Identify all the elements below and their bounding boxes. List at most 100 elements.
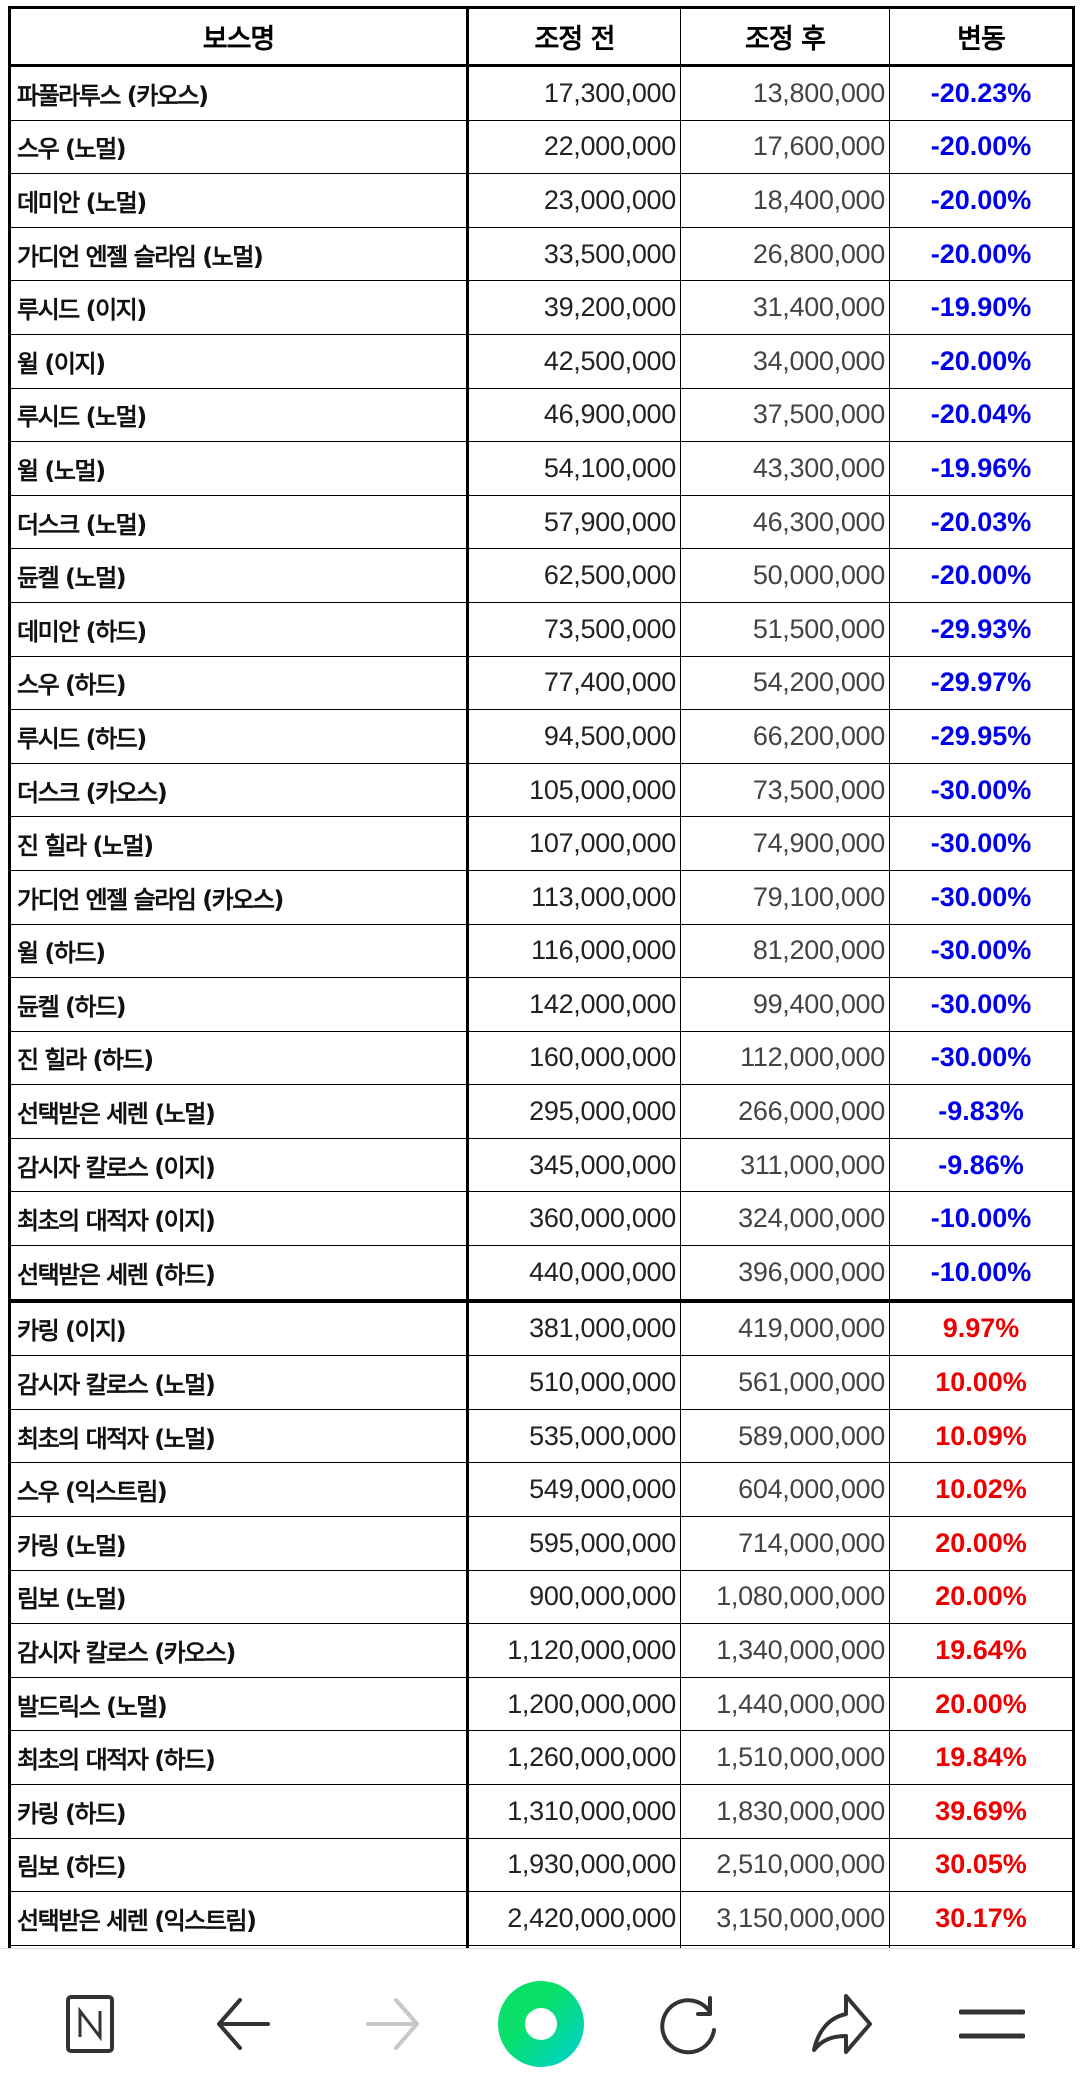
table-row: 발드릭스 (하드)2,460,000,0003,840,000,00056.10…: [8, 1944, 1075, 1948]
before-price-cell: 2,420,000,000: [467, 1891, 681, 1946]
change-percent-cell: -20.00%: [889, 226, 1075, 282]
table-row: 카링 (하드) 1,310,000,000 1,830,000,000 39.69%: [8, 1784, 1075, 1839]
boss-name-cell: 최초의 대적자 (하드): [8, 1730, 469, 1785]
before-price-cell: 54,100,000: [467, 441, 681, 496]
share-button[interactable]: [807, 1989, 877, 2059]
after-price-cell: 2,510,000,000: [680, 1837, 890, 1893]
table-row: 가디언 엔젤 슬라임 (카오스) 113,000,000 79,100,000 -30…: [8, 869, 1075, 925]
change-percent-cell: -20.00%: [889, 548, 1075, 603]
change-percent-cell: 10.02%: [889, 1462, 1075, 1518]
change-percent-cell: -20.03%: [889, 494, 1075, 550]
boss-price-table: 보스명 조정 전 조정 후 변동 파풀라투스 (카오스) 17,300,000 13…: [8, 6, 1075, 1948]
green-dot-button[interactable]: [496, 1979, 586, 2069]
boss-name-cell: 림보 (하드): [8, 1837, 469, 1893]
before-price-cell: 900,000,000: [467, 1569, 681, 1625]
after-price-cell: 561,000,000: [680, 1355, 890, 1410]
boss-name-cell: 카링 (이지): [8, 1298, 469, 1357]
before-price-cell: 1,200,000,000: [467, 1676, 681, 1732]
change-percent-cell: -19.90%: [889, 280, 1075, 335]
after-price-cell: 54,200,000: [680, 655, 890, 711]
menu-button[interactable]: [957, 1989, 1027, 2059]
share-icon: [812, 1994, 872, 2054]
change-percent-cell: 19.84%: [889, 1730, 1075, 1785]
change-percent-cell: -10.00%: [889, 1245, 1075, 1302]
after-price-cell: 43,300,000: [680, 441, 890, 496]
before-price-cell: 107,000,000: [467, 816, 681, 871]
change-percent-cell: 19.64%: [889, 1623, 1075, 1678]
change-percent-cell: -20.00%: [889, 119, 1075, 175]
change-percent-cell: -9.83%: [889, 1084, 1075, 1139]
table-row: 듄켈 (하드) 142,000,000 99,400,000 -30.00%: [8, 977, 1075, 1032]
before-price-cell: 345,000,000: [467, 1137, 681, 1193]
table-row: 진 힐라 (노멀) 107,000,000 74,900,000 -30.00%: [8, 816, 1075, 871]
boss-name-cell: 스우 (노멀): [8, 119, 469, 175]
boss-name-cell: 스우 (하드): [8, 655, 469, 711]
change-percent-cell: -10.00%: [889, 1191, 1075, 1247]
table-row: 발드릭스 (노멀) 1,200,000,000 1,440,000,000 20.00…: [8, 1676, 1075, 1732]
boss-name-cell: 가디언 엔젤 슬라임 (노멀): [8, 226, 469, 282]
before-price-cell: 360,000,000: [467, 1191, 681, 1247]
before-price-cell: 62,500,000: [467, 548, 681, 603]
before-price-cell: 105,000,000: [467, 762, 681, 818]
before-price-cell: 535,000,000: [467, 1408, 681, 1464]
boss-name-cell: 림보 (노멀): [8, 1569, 469, 1625]
naver-home-icon: [66, 1995, 114, 2053]
back-button[interactable]: [208, 1989, 278, 2059]
change-percent-cell: 20.00%: [889, 1516, 1075, 1571]
change-percent-cell: -29.97%: [889, 655, 1075, 711]
after-price-cell: 66,200,000: [680, 709, 890, 764]
reload-button[interactable]: [655, 1989, 725, 2059]
boss-name-cell: 더스크 (카오스): [8, 762, 469, 818]
table-row: 스우 (노멀) 22,000,000 17,600,000 -20.00%: [8, 119, 1075, 175]
menu-icon: [959, 2009, 1025, 2039]
table-row: 감시자 칼로스 (카오스) 1,120,000,000 1,340,000,000 1…: [8, 1623, 1075, 1678]
before-price-cell: 440,000,000: [467, 1245, 681, 1302]
after-price-cell: 50,000,000: [680, 548, 890, 603]
change-percent-cell: -30.00%: [889, 923, 1075, 979]
table-row: 파풀라투스 (카오스) 17,300,000 13,800,000 -20.23%: [8, 65, 1075, 121]
table-row: 루시드 (노멀) 46,900,000 37,500,000 -20.04%: [8, 387, 1075, 443]
table-row: 더스크 (노멀) 57,900,000 46,300,000 -20.03%: [8, 494, 1075, 550]
before-price-cell: 42,500,000: [467, 333, 681, 389]
table-row: 선택받은 세렌 (하드) 440,000,000 396,000,000 -10.00…: [8, 1245, 1075, 1302]
before-price-cell: 77,400,000: [467, 655, 681, 711]
table-row: 림보 (하드) 1,930,000,000 2,510,000,000 30.05%: [8, 1837, 1075, 1893]
after-price-cell: 3,150,000,000: [680, 1891, 890, 1946]
forward-arrow-icon: [366, 1998, 419, 2050]
boss-name-cell: 듄켈 (하드): [8, 977, 469, 1032]
table-row: 윌 (하드) 116,000,000 81,200,000 -30.00%: [8, 923, 1075, 979]
change-percent-cell: 10.09%: [889, 1408, 1075, 1464]
before-price-cell: 94,500,000: [467, 709, 681, 764]
forward-button[interactable]: [358, 1989, 428, 2059]
before-price-cell: 1,120,000,000: [467, 1623, 681, 1678]
change-percent-cell: -19.96%: [889, 441, 1075, 496]
change-percent-cell: -30.00%: [889, 816, 1075, 871]
change-percent-cell: -30.00%: [889, 869, 1075, 925]
after-price-cell: 311,000,000: [680, 1137, 890, 1193]
table-row: 최초의 대적자 (이지) 360,000,000 324,000,000 -10.00…: [8, 1191, 1075, 1247]
boss-name-cell: 윌 (이지): [8, 333, 469, 389]
header-boss-name: 보스명: [8, 6, 469, 67]
naver-home-button[interactable]: [55, 1989, 125, 2059]
table-header-row: 보스명 조정 전 조정 후 변동: [8, 6, 1075, 67]
boss-name-cell: 더스크 (노멀): [8, 494, 469, 550]
after-price-cell: 81,200,000: [680, 923, 890, 979]
before-price-cell: 1,260,000,000: [467, 1730, 681, 1785]
after-price-cell: 1,440,000,000: [680, 1676, 890, 1732]
before-price-cell: 1,930,000,000: [467, 1837, 681, 1893]
before-price-cell: 116,000,000: [467, 923, 681, 979]
after-price-cell: 17,600,000: [680, 119, 890, 175]
change-percent-cell: 10.00%: [889, 1355, 1075, 1410]
boss-name-cell: 윌 (노멀): [8, 441, 469, 496]
after-price-cell: 18,400,000: [680, 173, 890, 228]
change-percent-cell: -20.00%: [889, 173, 1075, 228]
boss-name-cell: 스우 (익스트림): [8, 1462, 469, 1518]
boss-name-cell: 데미안 (하드): [8, 601, 469, 657]
change-percent-cell: 30.17%: [889, 1891, 1075, 1946]
header-before: 조정 전: [467, 6, 681, 67]
change-percent-cell: -20.00%: [889, 333, 1075, 389]
boss-name-cell: 선택받은 세렌 (노멀): [8, 1084, 469, 1139]
table-row: 루시드 (이지) 39,200,000 31,400,000 -19.90%: [8, 280, 1075, 335]
after-price-cell: 1,340,000,000: [680, 1623, 890, 1678]
change-percent-cell: -30.00%: [889, 977, 1075, 1032]
